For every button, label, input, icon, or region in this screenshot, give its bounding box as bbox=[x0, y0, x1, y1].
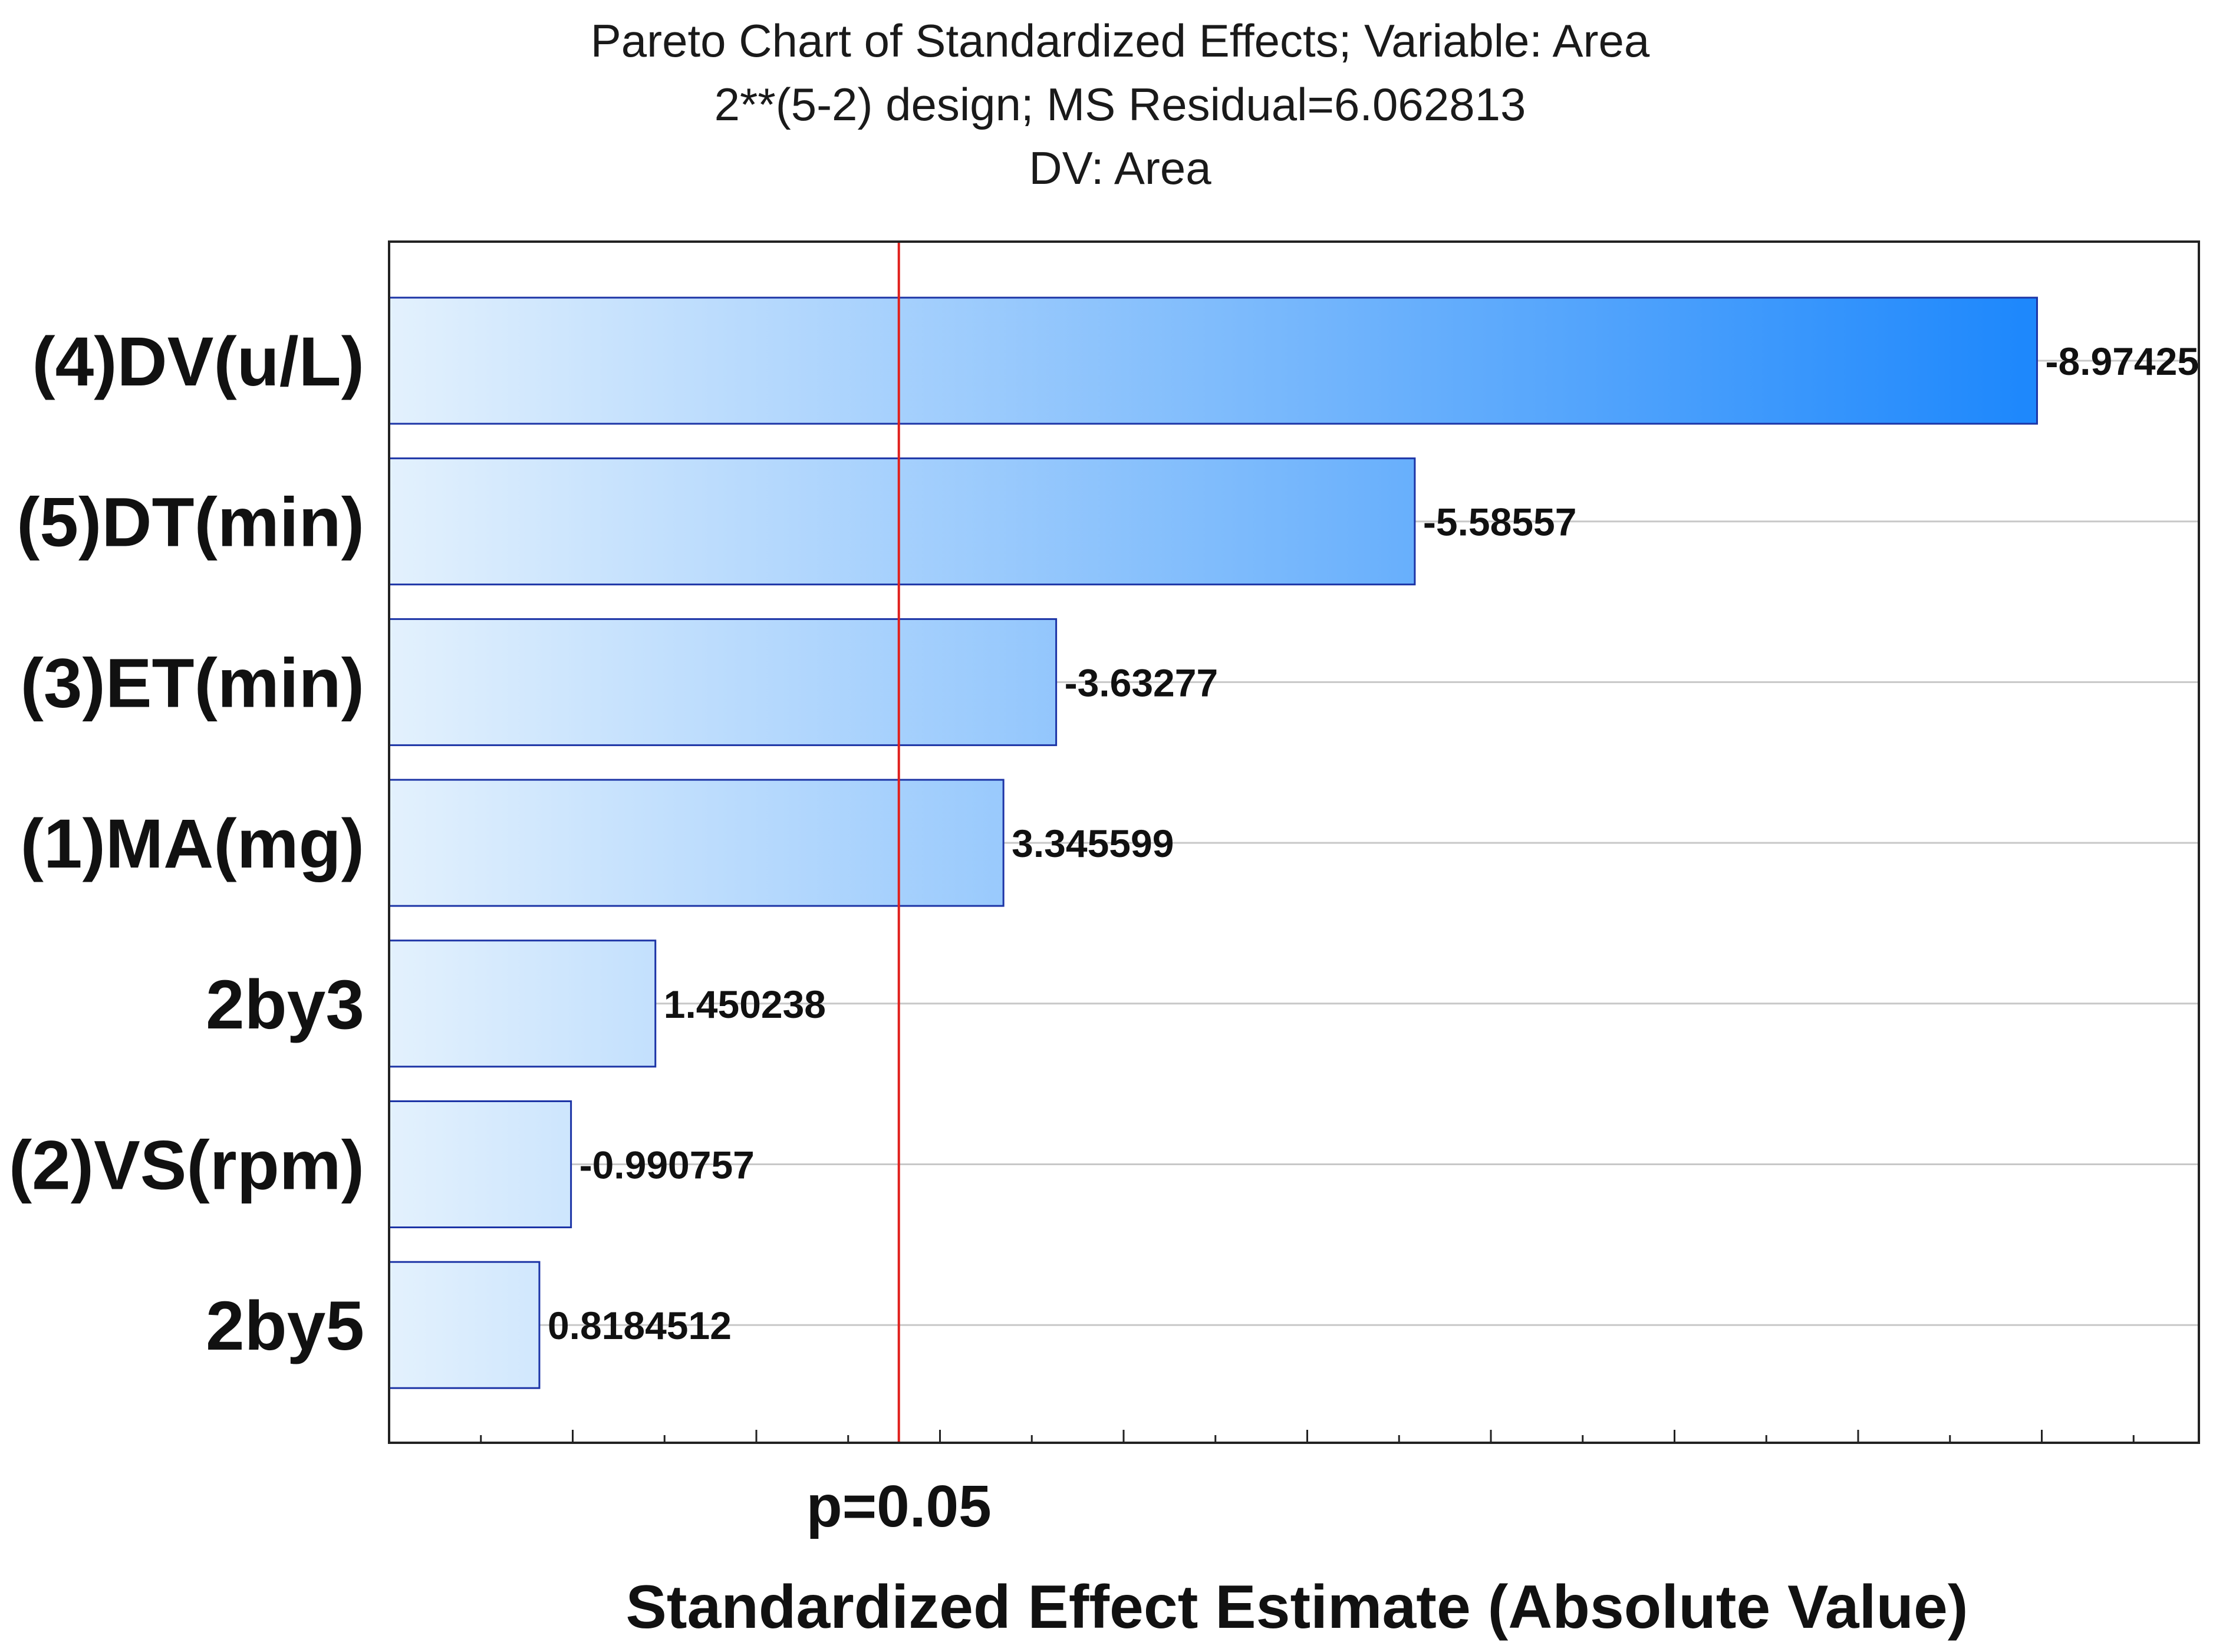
title-line-3: DV: Area bbox=[1029, 142, 1211, 194]
bar bbox=[388, 618, 1058, 746]
category-label: 2by5 bbox=[206, 1287, 364, 1365]
value-label: -8.97425 bbox=[2045, 339, 2199, 383]
bar bbox=[388, 939, 657, 1068]
category-label: (4)DV(u/L) bbox=[32, 323, 364, 401]
plot-frame bbox=[388, 240, 2200, 1444]
bar bbox=[388, 1261, 541, 1389]
category-label: (1)MA(mg) bbox=[21, 805, 364, 883]
value-label: -3.63277 bbox=[1065, 661, 1219, 704]
category-label: (3)ET(min) bbox=[21, 644, 364, 722]
category-labels: (4)DV(u/L) (5)DT(min) (3)ET(min) (1)MA(mg) 2… bbox=[9, 323, 364, 1365]
value-label: 3.345599 bbox=[1012, 822, 1174, 865]
value-labels: -8.97425 -5.58557 -3.63277 3.345599 1.450238… bbox=[548, 339, 2199, 1347]
title-line-1: Pareto Chart of Standardized Effects; Va… bbox=[591, 15, 1650, 67]
value-label: -0.990757 bbox=[579, 1143, 755, 1187]
bar bbox=[388, 779, 1005, 907]
category-label: (5)DT(min) bbox=[17, 484, 364, 562]
bar bbox=[388, 296, 2038, 425]
chart-title: Pareto Chart of Standardized Effects; Va… bbox=[591, 15, 1650, 194]
reference-line-label: p=0.05 bbox=[806, 1473, 992, 1539]
bar bbox=[388, 1100, 572, 1228]
value-label: 1.450238 bbox=[664, 982, 826, 1026]
bar bbox=[388, 457, 1416, 586]
x-axis-ticks bbox=[480, 1430, 2135, 1443]
value-label: 0.8184512 bbox=[548, 1304, 732, 1347]
value-label: -5.58557 bbox=[1423, 500, 1577, 544]
title-line-2: 2**(5-2) design; MS Residual=6.062813 bbox=[714, 78, 1526, 130]
category-label: 2by3 bbox=[206, 966, 364, 1044]
category-label: (2)VS(rpm) bbox=[9, 1127, 364, 1205]
bars bbox=[388, 296, 2038, 1389]
x-axis-title: Standardized Effect Estimate (Absolute V… bbox=[626, 1573, 1968, 1641]
